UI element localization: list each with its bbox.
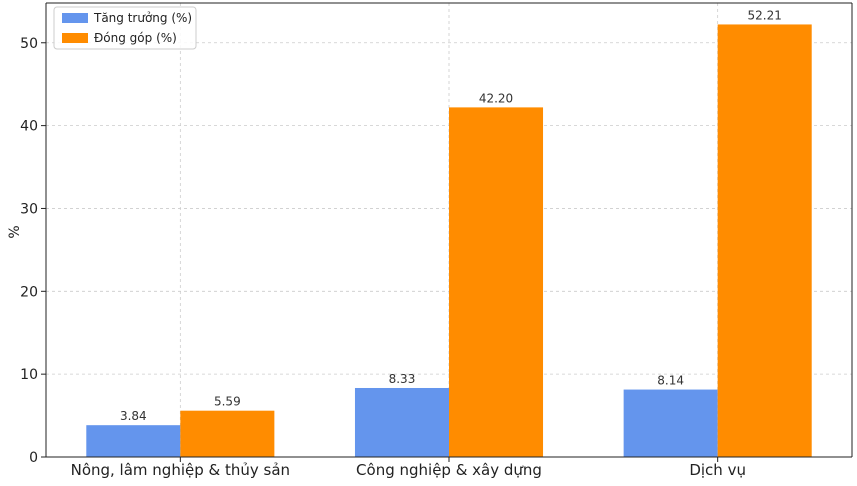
legend-swatch: [62, 13, 88, 23]
bars: 3.84 8.33 8.14 5.59 42.20 52.21: [86, 8, 812, 457]
data-label: 3.84: [120, 409, 147, 423]
data-label: 8.14: [657, 374, 684, 388]
legend-label: Tăng trưởng (%): [93, 11, 192, 25]
y-tick-label: 30: [20, 201, 38, 217]
y-tick-label: 20: [20, 284, 38, 300]
data-label: 42.20: [479, 91, 513, 105]
axes: 0 10 20 30 40 50 Nông, lâm nghiệp & thủy sản Cô…: [20, 2, 853, 479]
legend-swatch: [62, 33, 88, 43]
x-tick-label: Dịch vụ: [689, 461, 746, 479]
x-tick-label: Công nghiệp & xây dựng: [356, 461, 542, 479]
y-tick-label: 0: [29, 450, 38, 466]
data-label: 8.33: [389, 372, 416, 386]
bar: [354, 387, 449, 457]
x-tick-label: Nông, lâm nghiệp & thủy sản: [71, 461, 290, 479]
legend: Tăng trưởng (%) Đóng góp (%): [53, 6, 197, 50]
y-tick-label: 40: [20, 119, 38, 135]
bar: [449, 107, 544, 457]
bar: [623, 389, 718, 457]
bar: [180, 410, 275, 457]
y-axis-title: %: [7, 225, 23, 238]
legend-box: [53, 6, 197, 50]
y-tick-label: 10: [20, 367, 38, 383]
legend-label: Đóng góp (%): [94, 31, 177, 45]
data-label: 5.59: [214, 395, 241, 409]
data-label: 52.21: [748, 8, 782, 22]
y-tick-label: 50: [20, 36, 38, 52]
bar: [86, 425, 181, 457]
bar: [717, 24, 812, 457]
